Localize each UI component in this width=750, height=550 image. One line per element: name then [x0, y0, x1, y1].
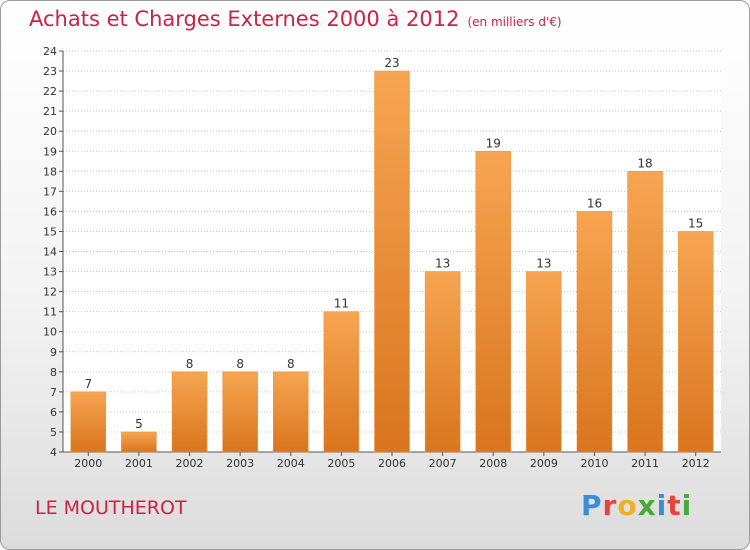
bar — [576, 211, 613, 453]
y-tick-label: 11 — [43, 306, 57, 319]
y-tick-label: 12 — [43, 286, 57, 299]
bar-value-label: 8 — [186, 357, 194, 371]
y-tick-label: 15 — [43, 225, 57, 238]
logo-letter: i — [656, 489, 668, 522]
logo-letter: o — [617, 489, 638, 522]
y-tick-label: 6 — [50, 406, 57, 419]
bar — [627, 171, 663, 453]
x-tick-label: 2011 — [631, 457, 659, 470]
y-tick-label: 10 — [43, 326, 57, 339]
bar-value-label: 7 — [84, 377, 92, 391]
y-tick-label: 5 — [50, 426, 57, 439]
bar — [526, 271, 562, 453]
x-tick-label: 2000 — [74, 457, 102, 470]
x-tick-label: 2009 — [530, 457, 558, 470]
x-tick-label: 2012 — [682, 457, 710, 470]
x-tick-label: 2003 — [226, 457, 254, 470]
bar — [374, 70, 410, 453]
bar-value-label: 11 — [334, 297, 349, 311]
x-tick-label: 2010 — [580, 457, 608, 470]
y-tick-label: 20 — [43, 125, 57, 138]
x-tick-label: 2006 — [378, 457, 406, 470]
y-tick-label: 23 — [43, 65, 57, 78]
x-tick-label: 2005 — [327, 457, 355, 470]
bar-value-label: 18 — [637, 156, 652, 170]
y-tick-label: 9 — [50, 346, 57, 359]
bar — [222, 371, 258, 453]
bar — [121, 431, 157, 453]
bar-value-label: 23 — [384, 56, 399, 70]
y-tick-label: 13 — [43, 266, 57, 279]
y-tick-label: 18 — [43, 165, 57, 178]
x-tick-label: 2001 — [125, 457, 153, 470]
bar-value-label: 13 — [435, 257, 450, 271]
bar-value-label: 8 — [287, 357, 295, 371]
bar-value-label: 13 — [536, 257, 551, 271]
bar — [677, 231, 714, 453]
x-tick-label: 2007 — [429, 457, 457, 470]
y-tick-label: 22 — [43, 85, 57, 98]
y-tick-label: 24 — [43, 45, 57, 58]
y-tick-label: 8 — [50, 366, 57, 379]
bar-value-label: 16 — [587, 196, 602, 210]
logo-letter: P — [581, 489, 603, 522]
bar-value-label: 5 — [135, 417, 143, 431]
y-tick-label: 19 — [43, 145, 57, 158]
proxiti-logo: Proxiti — [581, 489, 692, 522]
logo-letter: r — [602, 489, 618, 522]
x-tick-label: 2004 — [277, 457, 305, 470]
bar-value-label: 15 — [688, 216, 703, 230]
chart-title-text: Achats et Charges Externes 2000 à 2012 — [29, 7, 460, 31]
bar — [475, 151, 511, 453]
chart-subtitle: (en milliers d'€) — [467, 15, 562, 29]
bar — [171, 371, 208, 453]
bar — [323, 311, 360, 453]
chart-title: Achats et Charges Externes 2000 à 2012 (e… — [29, 7, 562, 31]
bar-value-label: 19 — [486, 136, 501, 150]
y-tick-label: 16 — [43, 205, 57, 218]
bar — [424, 271, 461, 453]
bar-value-label: 8 — [236, 357, 244, 371]
y-tick-label: 14 — [43, 246, 57, 259]
logo-letter: x — [637, 489, 657, 522]
x-tick-label: 2008 — [479, 457, 507, 470]
logo-letter: i — [681, 489, 693, 522]
x-tick-label: 2002 — [176, 457, 204, 470]
y-tick-label: 4 — [50, 446, 57, 459]
y-tick-label: 7 — [50, 386, 57, 399]
commune-name: LE MOUTHEROT — [35, 497, 187, 519]
y-tick-label: 21 — [43, 105, 57, 118]
bar — [273, 371, 309, 453]
y-tick-label: 17 — [43, 185, 57, 198]
bar — [70, 391, 107, 453]
logo-letter: t — [667, 489, 682, 522]
